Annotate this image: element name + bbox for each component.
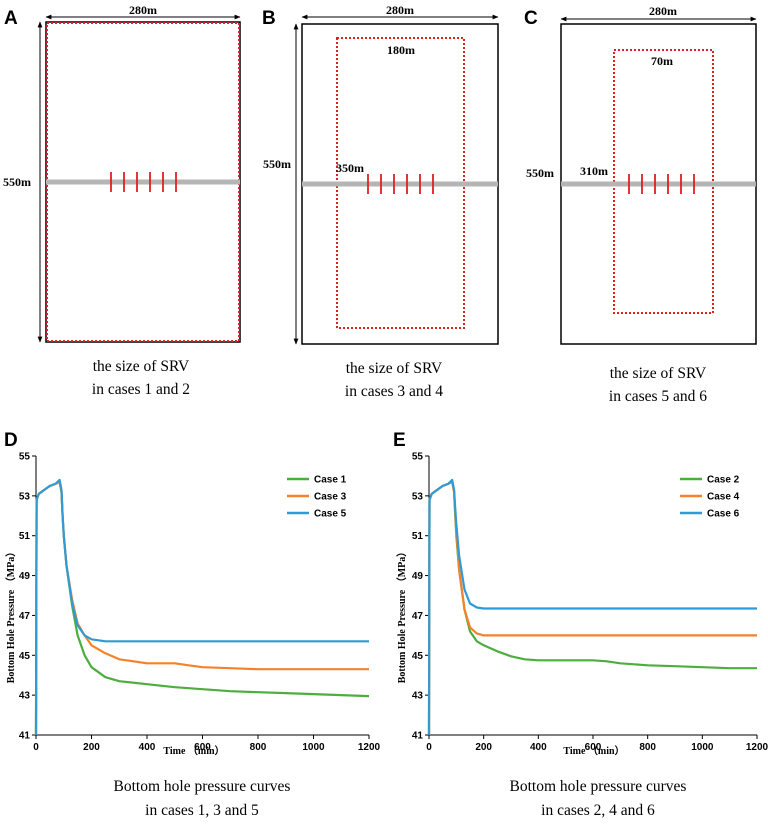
- srv-width-label: 180m: [387, 43, 415, 57]
- panel-label: D: [4, 430, 18, 451]
- fracture-group: [628, 174, 695, 194]
- y-axis-label: Bottom Hole Pressure （MPa）: [395, 547, 408, 684]
- x-tick-label: 200: [475, 742, 492, 753]
- x-tick-label: 1000: [302, 742, 325, 753]
- caption-line-2: in cases 5 and 6: [609, 388, 707, 405]
- legend-label: Case 2: [707, 475, 740, 486]
- x-tick-label: 800: [639, 742, 656, 753]
- y-tick-label: 45: [412, 651, 424, 662]
- panel-label: E: [393, 430, 406, 451]
- y-tick-label: 53: [412, 491, 424, 502]
- x-tick-label: 600: [585, 742, 602, 753]
- y-tick-label: 41: [19, 731, 31, 742]
- legend-label: Case 5: [314, 509, 347, 520]
- caption-line-2: in cases 1, 3 and 5: [145, 802, 259, 819]
- height-label: 550m: [263, 157, 291, 171]
- panel-c: C 280m 550m 70m 310m the size of SRV in …: [524, 4, 757, 405]
- y-tick-label: 45: [19, 651, 31, 662]
- y-tick-label: 49: [19, 571, 31, 582]
- panel-label: C: [524, 8, 538, 29]
- plot-area: [427, 478, 757, 736]
- legend-label: Case 6: [707, 509, 740, 520]
- x-tick-label: 1000: [691, 742, 714, 753]
- srv-width-label: 70m: [651, 54, 673, 68]
- y-tick-label: 43: [19, 691, 31, 702]
- series-line-case-1: [34, 480, 370, 736]
- srv-length-label: 310m: [580, 164, 608, 178]
- x-axis-label: Time （min）: [163, 744, 224, 757]
- x-tick-label: 0: [426, 742, 432, 753]
- series-line-case-6: [427, 478, 757, 736]
- legend-label: Case 3: [314, 492, 347, 503]
- y-tick-label: 47: [19, 611, 31, 622]
- width-label: 280m: [386, 3, 414, 17]
- series-line-case-5: [34, 478, 369, 736]
- caption-line-1: the size of SRV: [93, 358, 190, 375]
- width-label: 280m: [649, 4, 677, 18]
- fracture-group: [110, 172, 177, 192]
- y-axis-label: Bottom Hole Pressure （MPa）: [4, 547, 17, 684]
- x-tick-label: 600: [194, 742, 211, 753]
- caption-line-2: in cases 2, 4 and 6: [541, 802, 655, 819]
- caption-line-1: Bottom hole pressure curves: [510, 778, 687, 795]
- fracture-group: [367, 174, 434, 194]
- y-tick-label: 41: [412, 731, 424, 742]
- x-tick-label: 800: [250, 742, 267, 753]
- height-label: 550m: [3, 175, 31, 189]
- x-tick-label: 400: [530, 742, 547, 753]
- y-tick-label: 55: [412, 452, 424, 463]
- caption-line-2: in cases 1 and 2: [92, 381, 190, 398]
- x-tick-label: 1200: [358, 742, 381, 753]
- legend: Case 2 Case 4 Case 6: [680, 475, 740, 520]
- legend-label: Case 1: [314, 475, 347, 486]
- y-tick-label: 47: [412, 611, 424, 622]
- srv-length-label: 350m: [336, 161, 364, 175]
- y-tick-label: 55: [19, 452, 31, 463]
- x-tick-label: 400: [139, 742, 156, 753]
- width-label: 280m: [129, 3, 157, 17]
- y-tick-label: 51: [19, 531, 31, 542]
- panel-label: A: [4, 8, 18, 29]
- y-tick-label: 51: [412, 531, 424, 542]
- x-axis-label: Time （min）: [563, 744, 624, 757]
- caption-line-1: the size of SRV: [346, 360, 443, 377]
- panel-label: B: [262, 8, 276, 29]
- legend: Case 1 Case 3 Case 5: [287, 475, 347, 520]
- panel-a: A 280m 550m the size of SRV in cases 1 a…: [3, 3, 241, 398]
- caption-line-1: the size of SRV: [610, 365, 707, 382]
- y-tick-label: 53: [19, 491, 31, 502]
- caption-line-2: in cases 3 and 4: [345, 383, 443, 400]
- plot-area: [34, 478, 370, 736]
- height-label: 550m: [526, 166, 554, 180]
- x-tick-label: 1200: [746, 742, 768, 753]
- y-tick-label: 43: [412, 691, 424, 702]
- y-tick-label: 49: [412, 571, 424, 582]
- caption-line-1: Bottom hole pressure curves: [114, 778, 291, 795]
- x-tick-label: 0: [33, 742, 39, 753]
- legend-label: Case 4: [707, 492, 740, 503]
- series-line-case-3: [34, 480, 369, 736]
- x-tick-label: 200: [83, 742, 100, 753]
- panel-b: B 280m 550m 180m 350m the size of SRV in…: [262, 3, 499, 400]
